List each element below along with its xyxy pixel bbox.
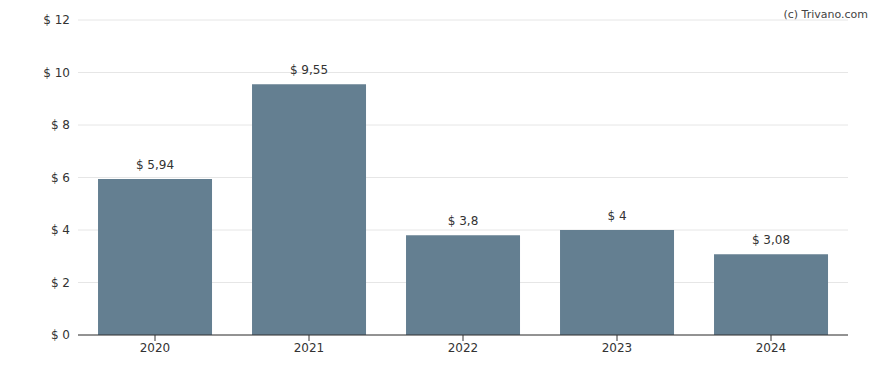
svg-text:$ 12: $ 12 <box>43 13 70 27</box>
svg-text:$ 2: $ 2 <box>51 276 70 290</box>
svg-text:2024: 2024 <box>756 341 787 355</box>
svg-text:2020: 2020 <box>140 341 171 355</box>
svg-text:$ 5,94: $ 5,94 <box>136 158 174 172</box>
svg-text:$ 9,55: $ 9,55 <box>290 63 328 77</box>
svg-text:2022: 2022 <box>448 341 479 355</box>
svg-text:$ 3,08: $ 3,08 <box>752 233 790 247</box>
svg-text:$ 10: $ 10 <box>43 66 70 80</box>
svg-text:2023: 2023 <box>602 341 633 355</box>
svg-text:$ 8: $ 8 <box>51 118 70 132</box>
svg-text:$ 4: $ 4 <box>607 209 626 223</box>
html-text:(c) Trivano.com: (c) Trivano.com <box>783 8 868 21</box>
svg-text:$ 6: $ 6 <box>51 171 70 185</box>
svg-text:2021: 2021 <box>294 341 325 355</box>
svg-text:$ 3,8: $ 3,8 <box>448 214 479 228</box>
svg-text:$ 0: $ 0 <box>51 328 70 342</box>
svg-text:$ 4: $ 4 <box>51 223 70 237</box>
